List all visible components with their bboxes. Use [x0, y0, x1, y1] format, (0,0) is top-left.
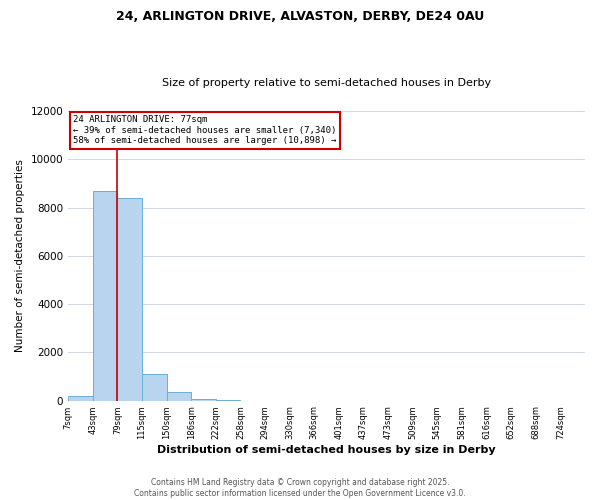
- Text: Contains HM Land Registry data © Crown copyright and database right 2025.
Contai: Contains HM Land Registry data © Crown c…: [134, 478, 466, 498]
- Bar: [68, 396, 93, 400]
- Y-axis label: Number of semi-detached properties: Number of semi-detached properties: [15, 160, 25, 352]
- Text: 24 ARLINGTON DRIVE: 77sqm
← 39% of semi-detached houses are smaller (7,340)
58% : 24 ARLINGTON DRIVE: 77sqm ← 39% of semi-…: [73, 116, 337, 145]
- Bar: [93, 190, 118, 400]
- Bar: [142, 374, 167, 400]
- Bar: [167, 392, 191, 400]
- Title: Size of property relative to semi-detached houses in Derby: Size of property relative to semi-detach…: [162, 78, 491, 88]
- X-axis label: Distribution of semi-detached houses by size in Derby: Distribution of semi-detached houses by …: [157, 445, 496, 455]
- Text: 24, ARLINGTON DRIVE, ALVASTON, DERBY, DE24 0AU: 24, ARLINGTON DRIVE, ALVASTON, DERBY, DE…: [116, 10, 484, 23]
- Bar: [118, 198, 142, 400]
